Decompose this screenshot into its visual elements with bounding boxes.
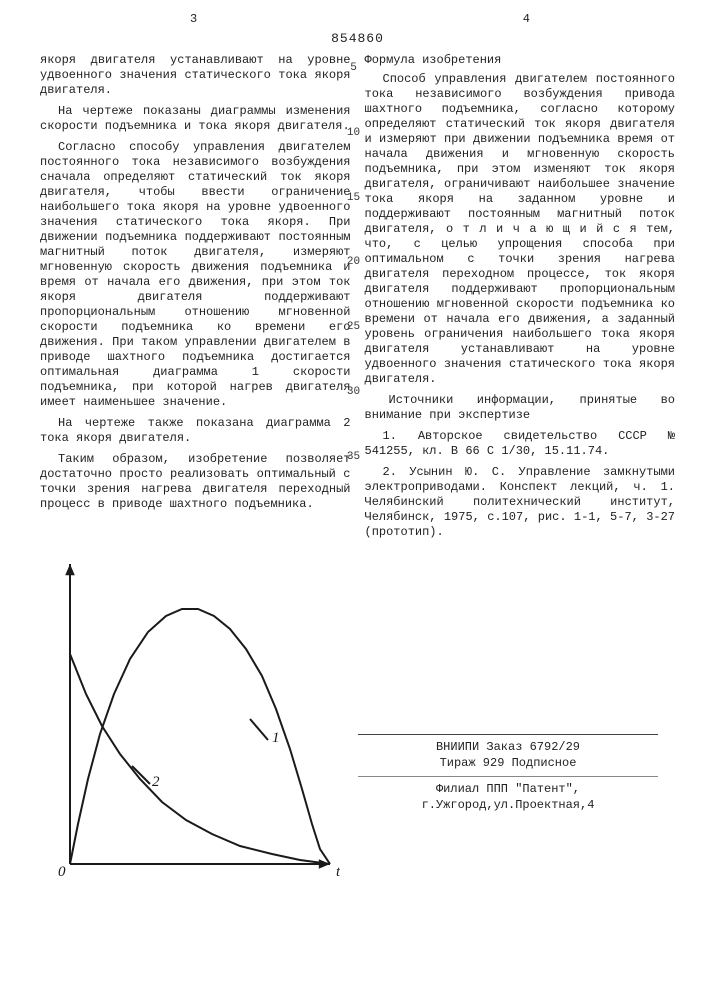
section-title: Формула изобретения	[365, 53, 676, 68]
paragraph: На чертеже также показана диаграмма 2 то…	[40, 416, 351, 446]
publisher-block: ВНИИПИ Заказ 6792/29 Тираж 929 Подписное…	[358, 734, 658, 813]
line-number: 30	[346, 386, 362, 400]
claim-text: Способ управления двигателем постоянного…	[365, 72, 676, 387]
left-column: якоря двигателя устанавливают на уровне …	[40, 53, 351, 546]
publisher-line: ВНИИПИ Заказ 6792/29	[358, 739, 658, 755]
col-num-right: 4	[523, 12, 530, 27]
line-number: 15	[346, 192, 362, 206]
line-number: 20	[346, 256, 362, 270]
paragraph: На чертеже показаны диаграммы изменения …	[40, 104, 351, 134]
line-number: 25	[346, 321, 362, 335]
svg-text:1: 1	[272, 730, 280, 746]
figure-chart: 1 2 0 t	[40, 554, 340, 899]
line-number: 10	[346, 127, 362, 141]
sources-title: Источники информации, принятые во вниман…	[365, 393, 676, 423]
column-numbers: 3 4	[40, 12, 675, 29]
line-number: 35	[346, 451, 362, 465]
right-column: Формула изобретения Способ управления дв…	[365, 53, 676, 546]
publisher-line: г.Ужгород,ул.Проектная,4	[358, 797, 658, 813]
publisher-line: Филиал ППП "Патент",	[358, 781, 658, 797]
col-num-left: 3	[190, 12, 197, 27]
svg-text:t: t	[336, 864, 340, 880]
source-item: 2. Усынин Ю. С. Управление замкнутыми эл…	[365, 465, 676, 540]
paragraph: якоря двигателя устанавливают на уровне …	[40, 53, 351, 98]
patent-number: 854860	[40, 31, 675, 47]
paragraph: Таким образом, изобретение позволяет дос…	[40, 452, 351, 512]
svg-text:2: 2	[152, 774, 160, 790]
svg-text:0: 0	[58, 864, 66, 880]
line-number: 5	[346, 62, 362, 76]
line-number-gutter: 5 10 15 20 25 30 35	[346, 62, 362, 515]
source-item: 1. Авторское свидетельство СССР № 541255…	[365, 429, 676, 459]
publisher-line: Тираж 929 Подписное	[358, 755, 658, 771]
paragraph: Согласно способу управления двигателем п…	[40, 140, 351, 410]
